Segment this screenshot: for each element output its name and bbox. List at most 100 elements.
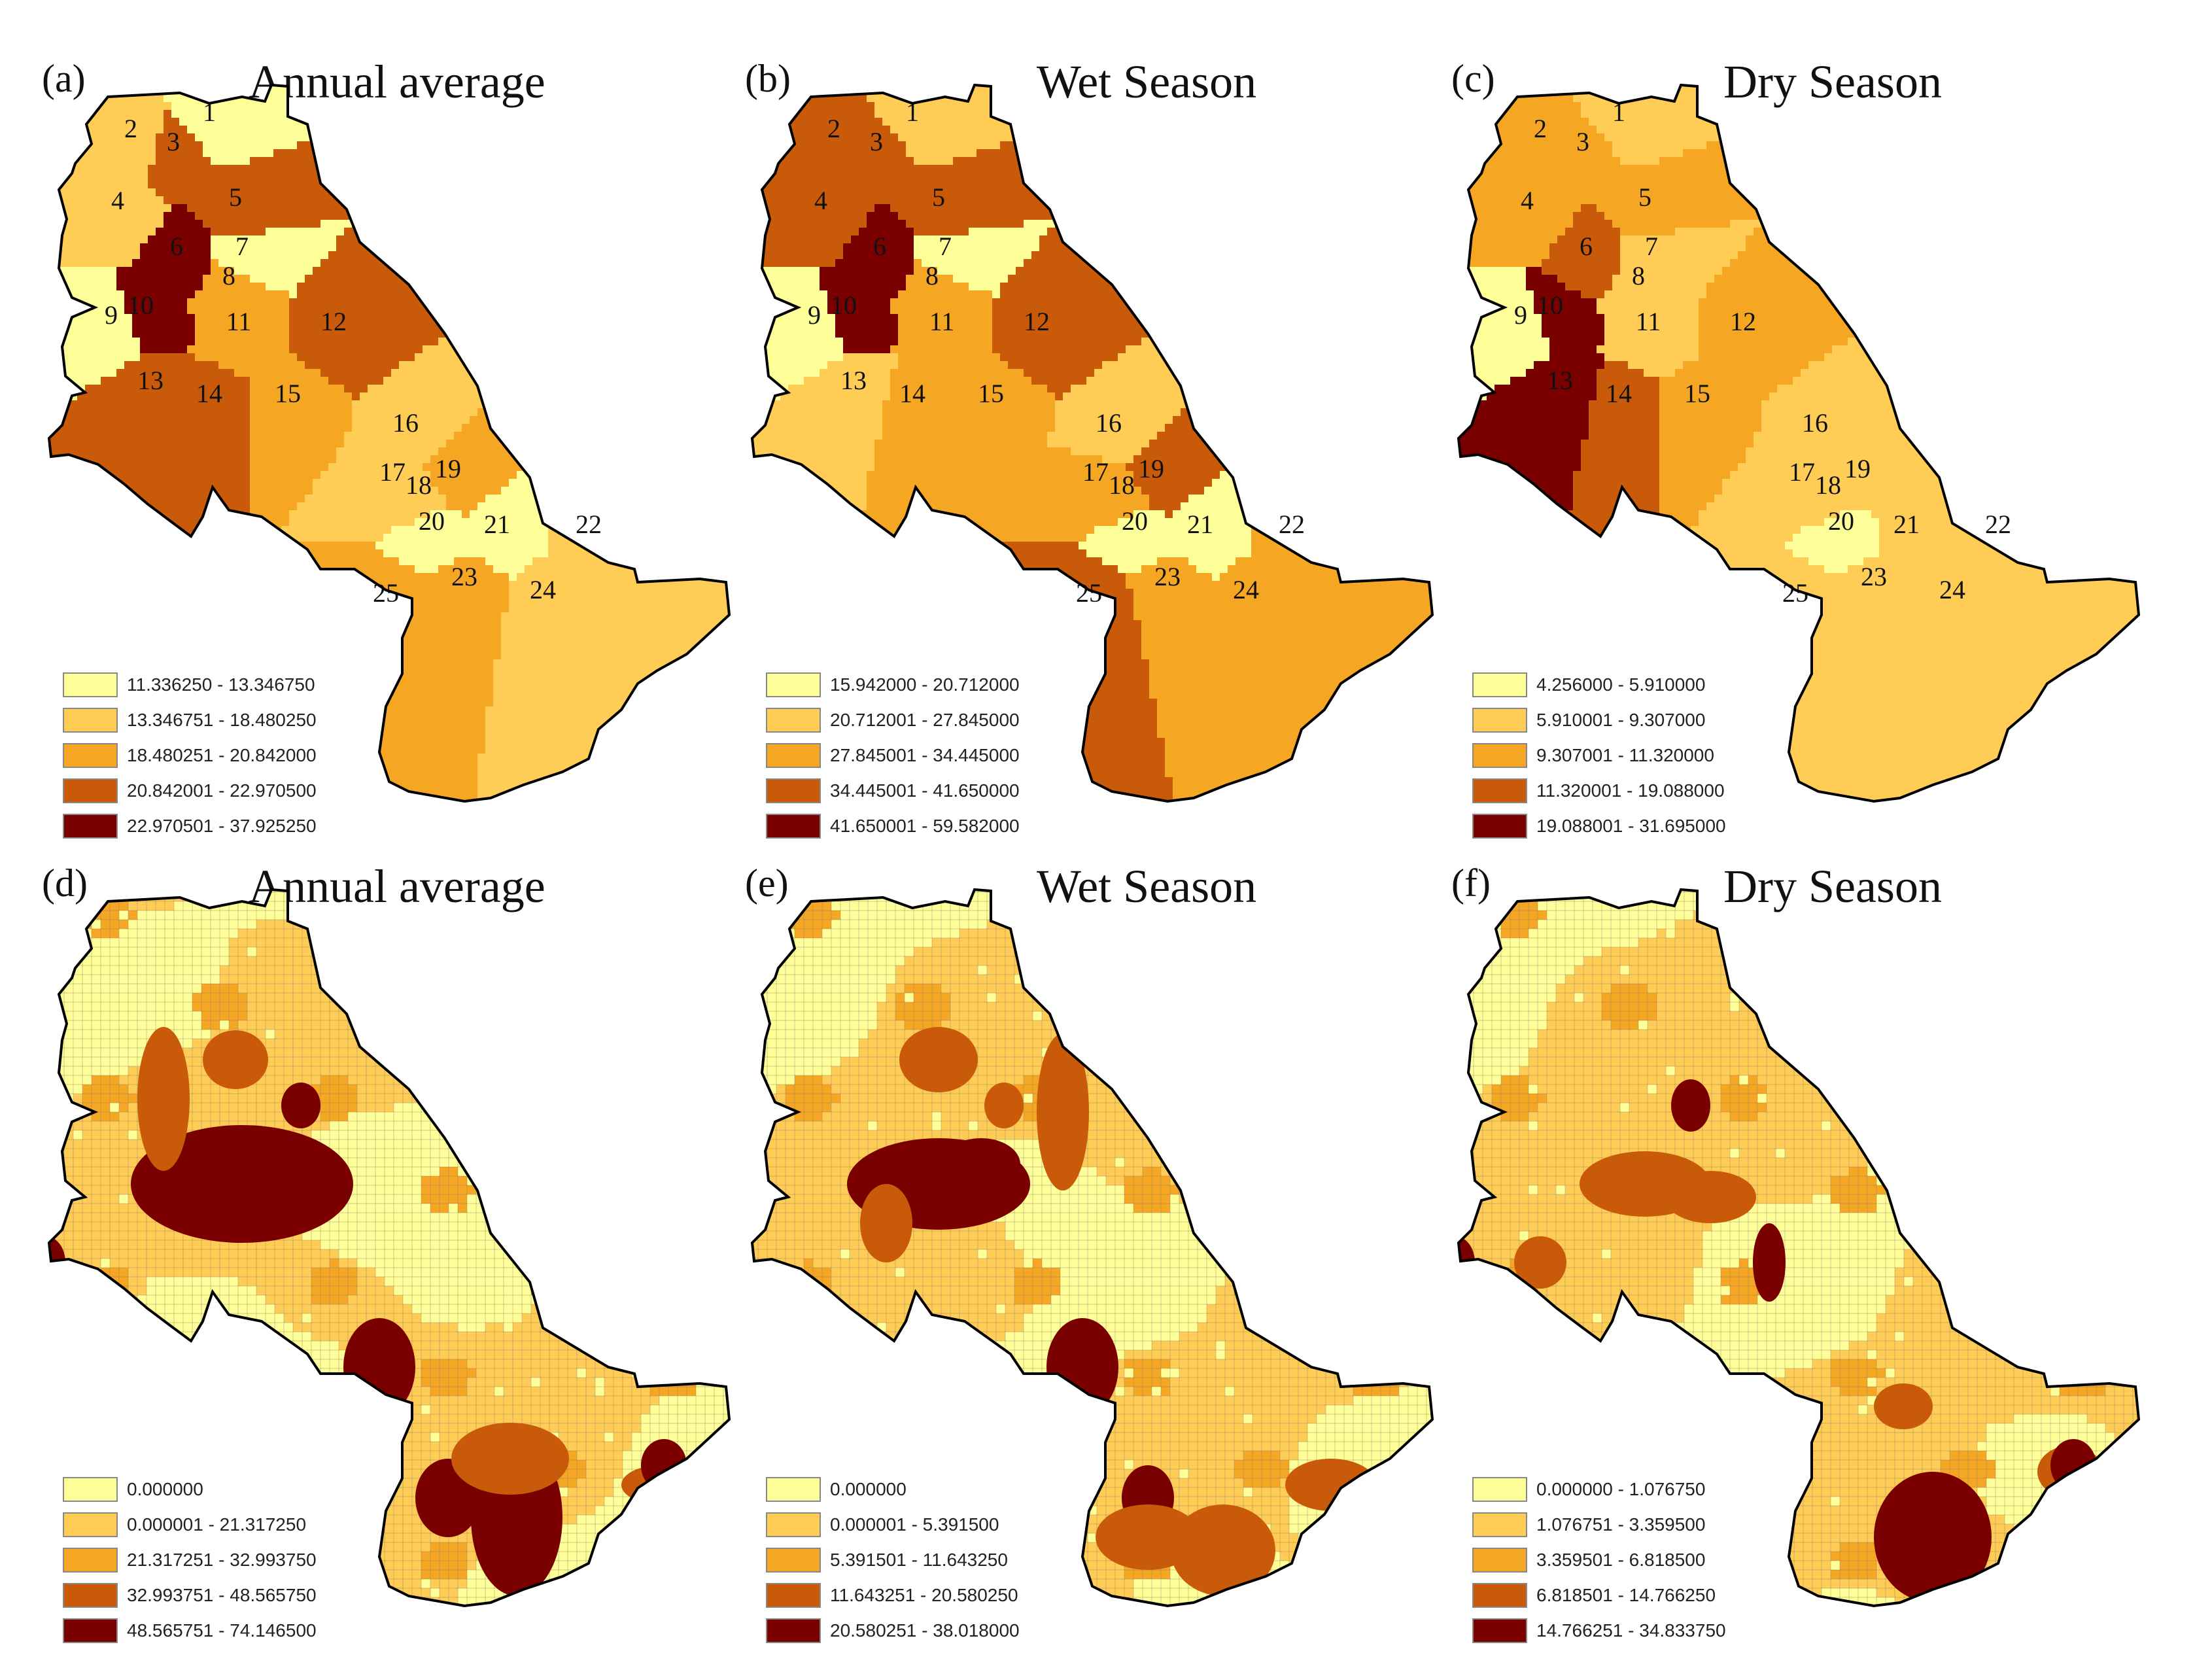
subbasin-cell (383, 149, 392, 158)
subbasin-cell (399, 204, 407, 213)
subbasin-cell (148, 235, 156, 244)
subbasin-cell (124, 447, 133, 456)
subbasin-cell (540, 259, 549, 268)
subbasin-cell (187, 502, 196, 511)
subbasin-cell (360, 251, 368, 260)
subbasin-cell (658, 275, 666, 283)
subbasin-cell (650, 330, 659, 338)
subbasin-cell (368, 283, 376, 291)
subbasin-cell (501, 204, 510, 213)
subbasin-cell (509, 157, 517, 165)
subbasin-cell (548, 212, 557, 220)
subbasin-cell (736, 212, 745, 220)
subbasin-cell (69, 235, 78, 244)
subbasin-cell (556, 102, 564, 111)
subbasin-cell (446, 283, 455, 291)
subbasin-cell (485, 471, 494, 479)
subbasin-cell (116, 369, 125, 377)
subbasin-cell (729, 188, 737, 197)
subbasin-cell (525, 314, 533, 322)
subbasin-cell (532, 212, 541, 220)
subbasin-cell (352, 479, 360, 487)
subbasin-cell (242, 432, 251, 440)
subbasin-cell (320, 243, 329, 252)
subbasin-cell (462, 487, 470, 495)
subbasin-cell (218, 173, 227, 181)
subbasin-cell (258, 196, 266, 205)
subbasin-cell (611, 447, 619, 456)
subbasin-cell (564, 455, 572, 464)
subbasin-cell (517, 400, 525, 409)
subbasin-cell (313, 322, 321, 330)
subbasin-cell (360, 306, 368, 315)
subbasin-cell (156, 126, 164, 134)
subbasin-cell (250, 78, 258, 87)
subbasin-cell (195, 165, 203, 173)
subbasin-cell (430, 220, 439, 228)
subbasin-cell (572, 94, 580, 103)
subbasin-cell (509, 235, 517, 244)
subbasin-cell (289, 78, 298, 87)
subbasin-cell (493, 447, 502, 456)
subbasin-cell (525, 275, 533, 283)
subbasin-cell (525, 102, 533, 111)
subbasin-cell (203, 212, 211, 220)
subbasin-cell (297, 338, 305, 346)
subbasin-cell (250, 220, 258, 228)
subbasin-cell (477, 267, 486, 275)
subbasin-cell (438, 385, 447, 393)
subbasin-cell (195, 173, 203, 181)
subbasin-cell (352, 400, 360, 409)
subbasin-cell (721, 220, 729, 228)
subbasin-cell (415, 353, 423, 362)
subbasin-cell (187, 400, 196, 409)
subbasin-cell (258, 298, 266, 307)
subbasin-cell (493, 455, 502, 464)
subbasin-cell (689, 118, 698, 126)
subbasin-cell (313, 212, 321, 220)
subbasin-cell (305, 463, 313, 472)
subbasin-cell (556, 275, 564, 283)
subbasin-cell (352, 267, 360, 275)
subbasin-cell (658, 377, 666, 385)
subbasin-cell (509, 463, 517, 472)
subbasin-cell (203, 479, 211, 487)
subbasin-cell (689, 94, 698, 103)
subbasin-cell (85, 495, 94, 503)
subbasin-cell (564, 400, 572, 409)
subbasin-cell (658, 86, 666, 95)
subbasin-cell (164, 322, 172, 330)
subbasin-cell (509, 330, 517, 338)
subbasin-cell (140, 149, 148, 158)
subbasin-cell (721, 133, 729, 142)
subbasin-cell (336, 181, 345, 189)
subbasin-cell (132, 502, 141, 511)
subbasin-cell (634, 377, 643, 385)
subbasin-cell (313, 228, 321, 236)
subbasin-cell (470, 495, 478, 503)
subbasin-cell (187, 416, 196, 425)
subbasin-cell (587, 94, 596, 103)
subbasin-cell (462, 416, 470, 425)
subbasin-cell (548, 306, 557, 315)
subbasin-cell (556, 385, 564, 393)
subbasin-cell (595, 424, 604, 432)
subbasin-cell (438, 110, 447, 118)
subbasin-cell (682, 220, 690, 228)
subbasin-cell (509, 86, 517, 95)
subbasin-cell (368, 487, 376, 495)
subbasin-cell (234, 110, 243, 118)
subbasin-cell (619, 196, 627, 205)
subbasin-cell (391, 212, 400, 220)
subbasin-cell (548, 110, 557, 118)
subbasin-cell (666, 314, 674, 322)
subbasin-cell (658, 118, 666, 126)
subbasin-cell (297, 361, 305, 370)
subbasin-cell (705, 432, 714, 440)
subbasin-cell (634, 86, 643, 95)
subbasin-cell (587, 235, 596, 244)
subbasin-cell (375, 353, 384, 362)
subbasin-cell (132, 157, 141, 165)
subbasin-cell (564, 479, 572, 487)
subbasin-cell (525, 345, 533, 354)
